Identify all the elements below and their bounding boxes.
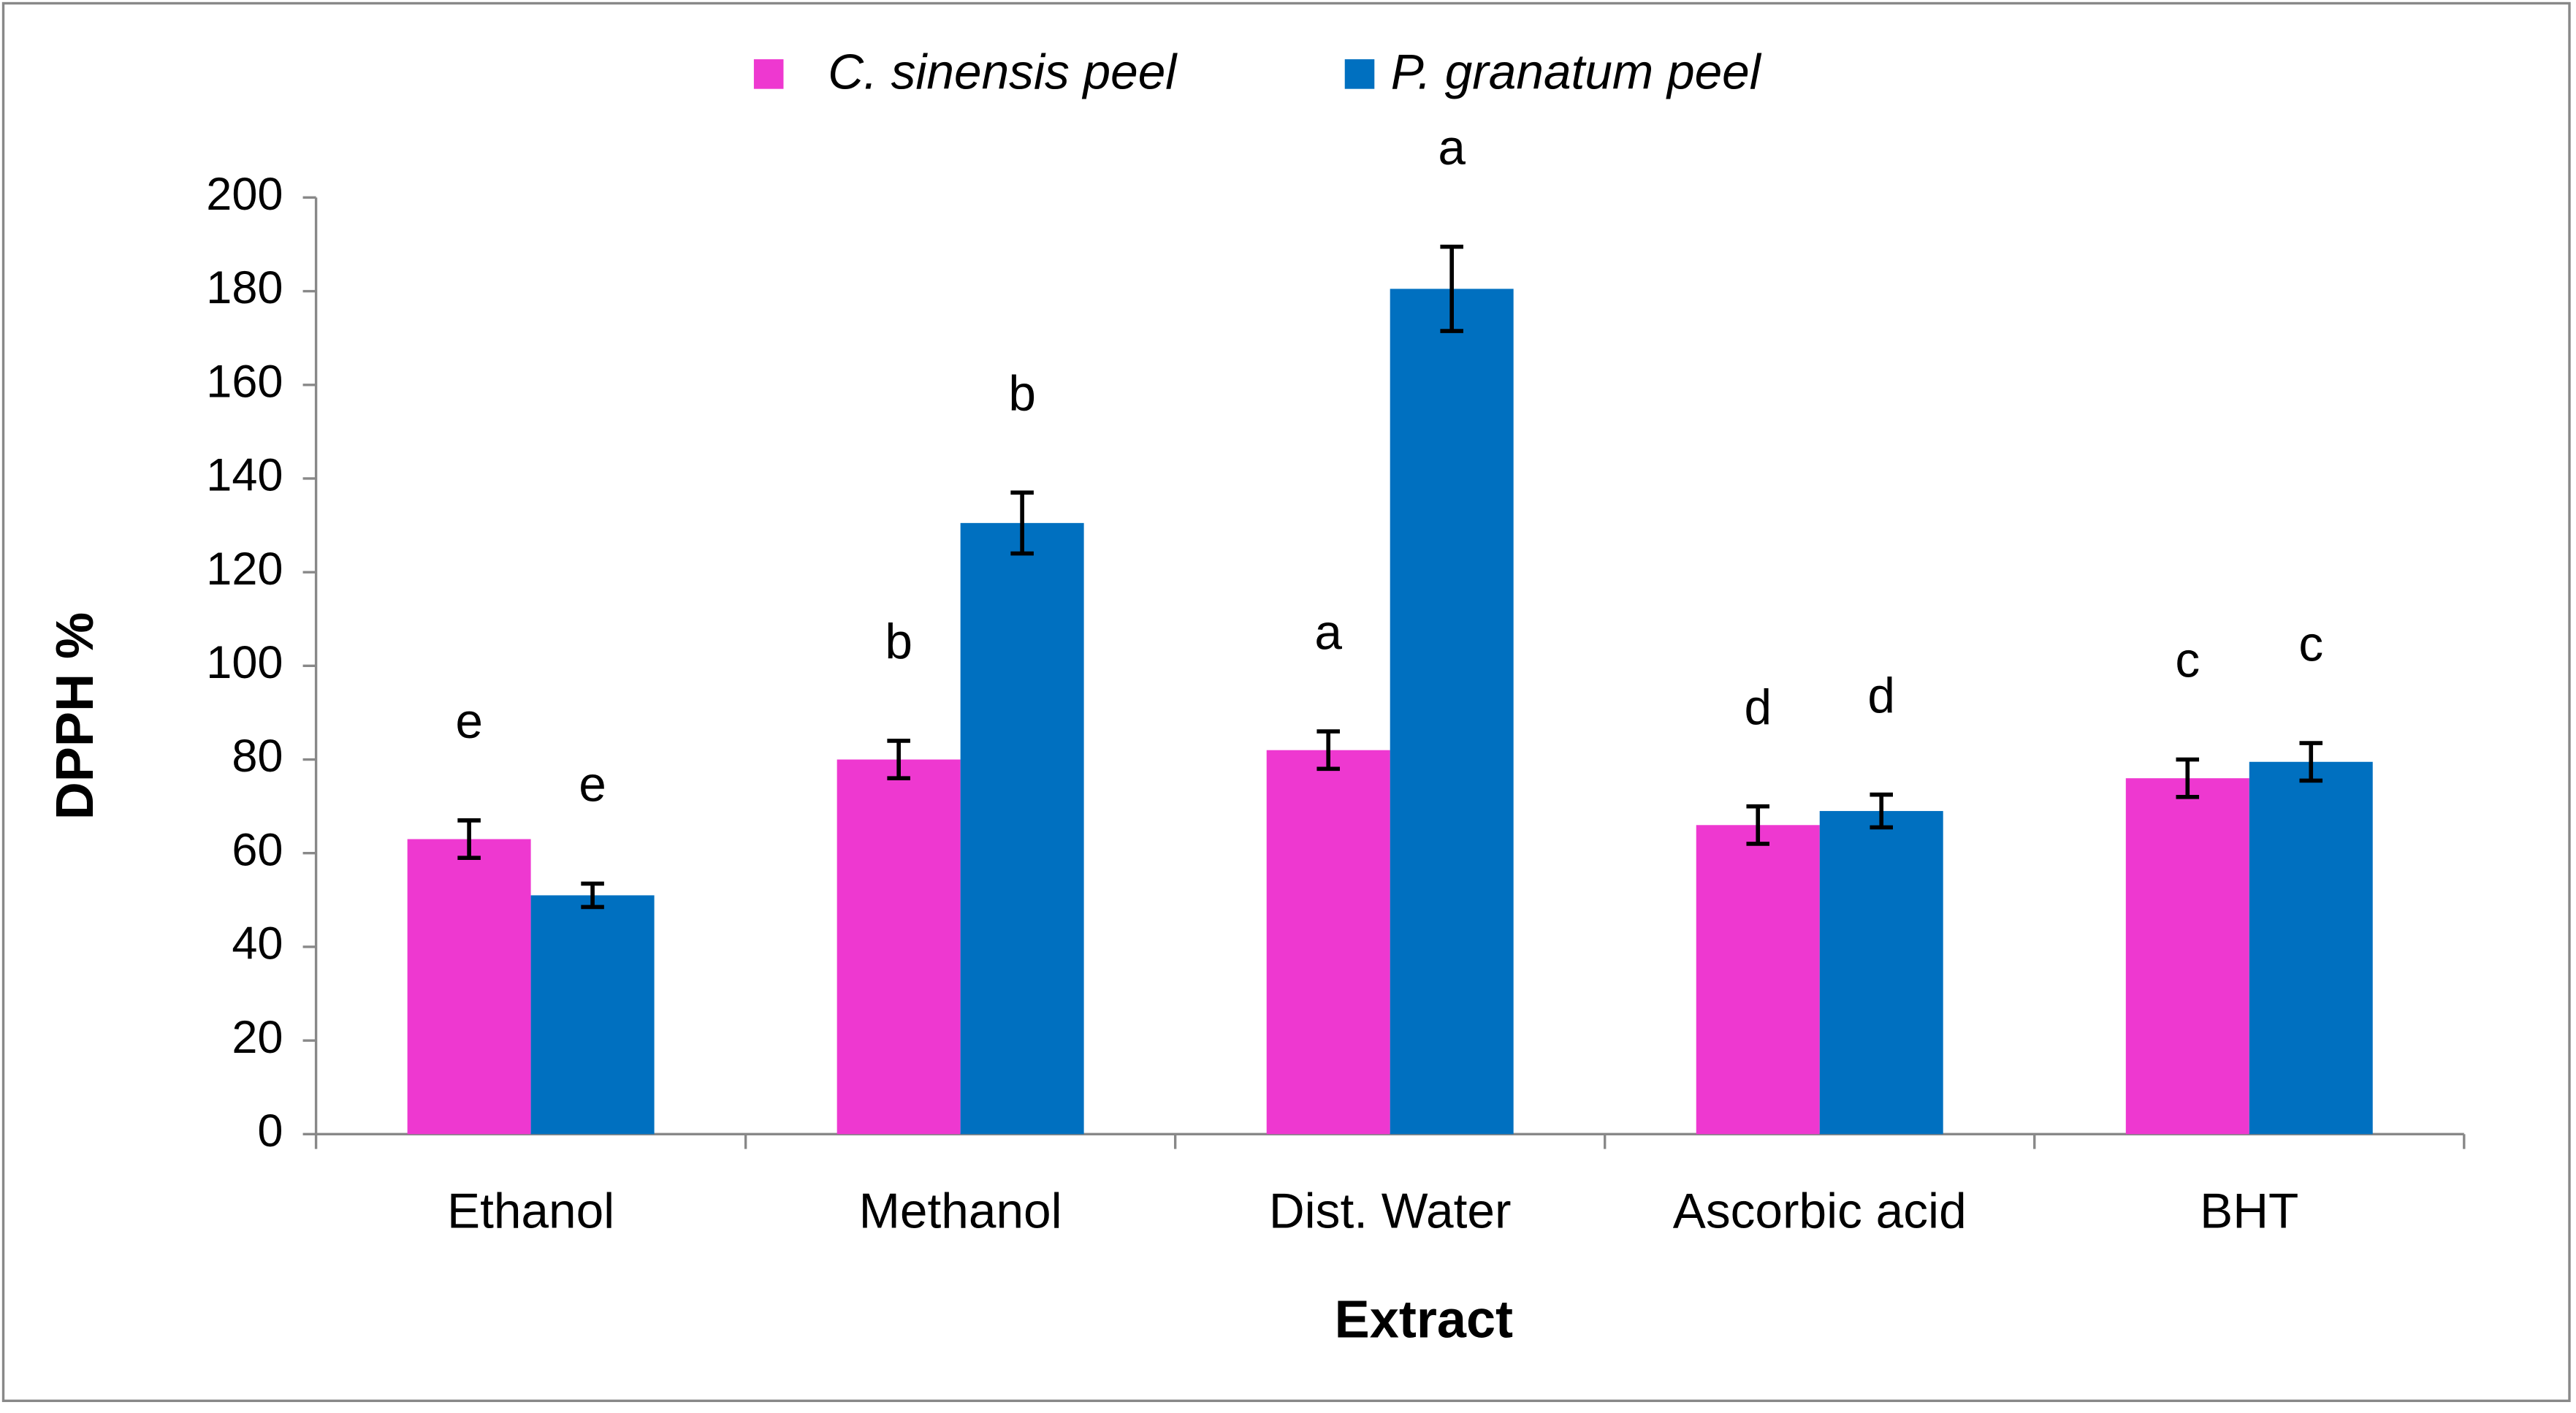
y-tick-label: 40	[232, 918, 283, 970]
error-bar	[1316, 729, 1340, 772]
x-axis-title: Extract	[1335, 1290, 1513, 1349]
error-bar	[1746, 804, 1770, 846]
y-tick-label: 120	[206, 544, 283, 595]
significance-label: c	[2298, 617, 2323, 671]
bar	[837, 759, 961, 1135]
error-bar	[1010, 490, 1034, 556]
significance-label: c	[2175, 633, 2200, 688]
legend-label: C. sinensis peel	[828, 45, 1178, 99]
significance-label: d	[1744, 680, 1772, 735]
error-bar	[457, 818, 481, 860]
legend-swatch	[1344, 59, 1375, 89]
x-tick-label: Ascorbic acid	[1673, 1184, 1967, 1239]
significance-label: a	[1438, 121, 1466, 175]
significance-label: b	[1008, 366, 1036, 421]
bar	[407, 839, 531, 1135]
error-bar	[887, 739, 910, 781]
error-bar	[2299, 741, 2323, 783]
x-tick-label: BHT	[2200, 1184, 2298, 1239]
y-tick-label: 160	[206, 356, 283, 407]
y-axis-title: DPPH %	[46, 612, 104, 820]
y-tick-label: 60	[232, 824, 283, 875]
legend-label: P. granatum peel	[1391, 45, 1762, 99]
error-bar	[1440, 244, 1463, 333]
y-tick-label: 180	[206, 262, 283, 313]
x-tick-label: Dist. Water	[1269, 1184, 1512, 1239]
y-tick-label: 20	[232, 1012, 283, 1063]
bar	[1819, 811, 1943, 1135]
significance-label: e	[579, 758, 606, 812]
bar	[2249, 761, 2373, 1135]
bar	[1390, 289, 1514, 1135]
significance-label: a	[1314, 605, 1342, 660]
bar	[1696, 825, 1820, 1135]
significance-label: e	[455, 694, 483, 749]
y-tick-label: 200	[206, 169, 283, 220]
y-tick-label: 80	[232, 731, 283, 782]
legend-swatch	[753, 59, 784, 89]
error-bar	[1870, 792, 1893, 830]
significance-label: b	[885, 614, 912, 669]
bar	[530, 895, 655, 1135]
x-tick-label: Ethanol	[447, 1184, 614, 1239]
error-bar	[2176, 757, 2200, 799]
bar	[1266, 750, 1390, 1135]
error-bar	[581, 881, 604, 910]
x-tick-label: Methanol	[859, 1184, 1062, 1239]
significance-label: d	[1867, 669, 1895, 723]
y-tick-label: 140	[206, 450, 283, 501]
y-tick-label: 0	[257, 1105, 283, 1157]
bar	[2125, 778, 2249, 1135]
bar	[960, 522, 1084, 1135]
y-tick-label: 100	[206, 637, 283, 688]
